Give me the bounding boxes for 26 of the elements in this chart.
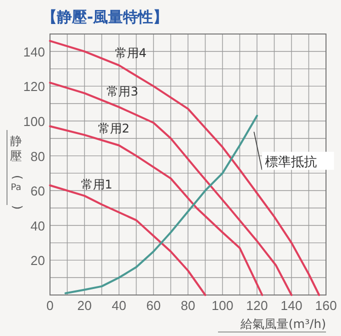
y-tick-label: 60 — [30, 184, 45, 199]
x-axis-title: 給氣風量(m³/h) — [239, 317, 326, 331]
x-tick-label: 160 — [315, 298, 337, 313]
series-label: 常用2 — [98, 122, 130, 136]
x-tick-label: 140 — [280, 298, 302, 313]
line-series — [49, 40, 320, 296]
x-tick-label: 60 — [146, 298, 161, 313]
x-tick-label: 80 — [180, 298, 196, 313]
y-tick-label: 20 — [30, 253, 45, 268]
line-series — [64, 114, 258, 294]
text: 標準抵抗 — [265, 154, 317, 170]
chart-title: 【静壓-風量特性】 — [42, 8, 168, 26]
series-label: 常用4 — [114, 46, 147, 60]
series-label: 常用1 — [80, 177, 112, 192]
y-tick-label: 140 — [23, 44, 45, 60]
x-tick-label: 40 — [112, 298, 126, 313]
series-label: 常用3 — [106, 84, 138, 98]
y-tick-label: 120 — [23, 79, 45, 94]
y-tick-label: 80 — [30, 148, 45, 164]
x-tick-label: 20 — [77, 298, 92, 313]
x-tick-label: 0 — [46, 298, 54, 313]
text: 静壓(Pa) — [10, 134, 25, 210]
y-tick-label: 40 — [30, 218, 45, 234]
y-tick-label: 100 — [23, 114, 45, 129]
x-tick-label: 100 — [212, 298, 234, 313]
x-tick-label: 120 — [246, 298, 268, 313]
